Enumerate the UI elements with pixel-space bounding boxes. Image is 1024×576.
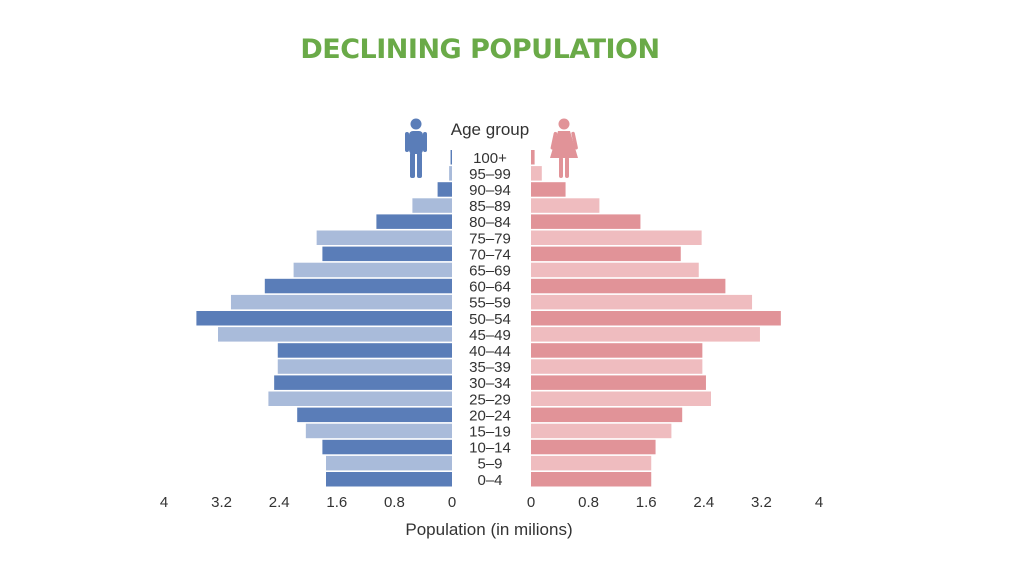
left-tick-label: 1.6 bbox=[326, 494, 347, 511]
female-bar bbox=[531, 375, 706, 390]
right-tick-label: 4 bbox=[815, 494, 823, 511]
age-group-label: 40–44 bbox=[469, 343, 511, 360]
age-group-label: 90–94 bbox=[469, 182, 511, 199]
female-bar bbox=[531, 150, 535, 165]
age-group-label: 50–54 bbox=[469, 311, 511, 328]
male-bar bbox=[376, 214, 452, 229]
age-group-label: 10–14 bbox=[469, 440, 511, 457]
female-bar bbox=[531, 327, 760, 342]
age-group-label: 85–89 bbox=[469, 198, 511, 215]
male-bar bbox=[326, 455, 452, 471]
left-tick-label: 2.4 bbox=[269, 494, 290, 511]
age-group-label: 20–24 bbox=[469, 407, 511, 424]
age-group-label: 5–9 bbox=[477, 456, 502, 473]
left-tick-label: 0.8 bbox=[384, 494, 405, 511]
male-bar bbox=[196, 311, 452, 326]
male-bar bbox=[305, 423, 452, 439]
female-bar bbox=[531, 198, 600, 213]
male-bar bbox=[316, 230, 452, 245]
right-tick-label: 2.4 bbox=[693, 494, 714, 511]
left-tick-label: 0 bbox=[448, 494, 456, 511]
right-tick-label: 1.6 bbox=[636, 494, 657, 511]
age-group-label: 35–39 bbox=[469, 359, 511, 376]
male-bar bbox=[297, 407, 452, 423]
male-bar bbox=[322, 246, 452, 262]
male-bar bbox=[277, 359, 452, 374]
age-group-label: 55–59 bbox=[469, 295, 511, 312]
age-group-label: 100+ bbox=[473, 150, 507, 167]
male-bar bbox=[450, 150, 452, 165]
female-bar bbox=[531, 230, 702, 245]
male-bar bbox=[293, 262, 452, 278]
age-group-label: 95–99 bbox=[469, 166, 511, 183]
female-bar bbox=[531, 423, 672, 439]
age-group-label: 75–79 bbox=[469, 230, 511, 247]
female-bar bbox=[531, 246, 681, 262]
male-bar bbox=[277, 343, 452, 358]
male-bar bbox=[326, 472, 452, 487]
x-axis-label: Population (in milions) bbox=[405, 520, 572, 539]
female-bar bbox=[531, 166, 542, 181]
chart-title: DECLINING POPULATION bbox=[300, 34, 660, 65]
female-bar bbox=[531, 294, 753, 310]
left-tick-label: 4 bbox=[160, 494, 168, 511]
female-bar bbox=[531, 391, 711, 406]
female-bar bbox=[531, 311, 781, 326]
female-bar bbox=[531, 182, 566, 197]
age-group-label: 45–49 bbox=[469, 327, 511, 344]
male-bar bbox=[218, 327, 452, 342]
female-bar bbox=[531, 214, 641, 229]
male-bar bbox=[268, 391, 452, 406]
male-person-icon bbox=[405, 118, 427, 178]
right-tick-label: 0 bbox=[527, 494, 535, 511]
male-bar bbox=[264, 278, 452, 294]
male-bar bbox=[230, 294, 452, 310]
male-bar bbox=[274, 375, 452, 390]
age-group-label: 0–4 bbox=[477, 472, 502, 489]
male-bar bbox=[437, 182, 452, 197]
left-tick-label: 3.2 bbox=[211, 494, 232, 511]
age-group-label: 65–69 bbox=[469, 262, 511, 279]
female-bar bbox=[531, 455, 652, 471]
female-person-icon bbox=[550, 118, 578, 178]
age-group-header: Age group bbox=[451, 120, 529, 139]
age-group-label: 30–34 bbox=[469, 375, 511, 392]
age-group-label: 25–29 bbox=[469, 391, 511, 408]
right-tick-label: 0.8 bbox=[578, 494, 599, 511]
right-tick-label: 3.2 bbox=[751, 494, 772, 511]
age-group-label: 60–64 bbox=[469, 279, 511, 296]
female-bar bbox=[531, 472, 652, 487]
age-group-label: 70–74 bbox=[469, 246, 511, 263]
male-bar bbox=[412, 198, 452, 213]
female-bar bbox=[531, 343, 703, 358]
female-bar bbox=[531, 278, 726, 294]
female-bar bbox=[531, 359, 703, 374]
age-group-label: 15–19 bbox=[469, 423, 511, 440]
female-bar bbox=[531, 262, 699, 278]
female-bar bbox=[531, 407, 683, 423]
male-bar bbox=[449, 166, 452, 181]
age-group-label: 80–84 bbox=[469, 214, 511, 231]
male-bar bbox=[322, 439, 452, 455]
female-bar bbox=[531, 439, 656, 455]
